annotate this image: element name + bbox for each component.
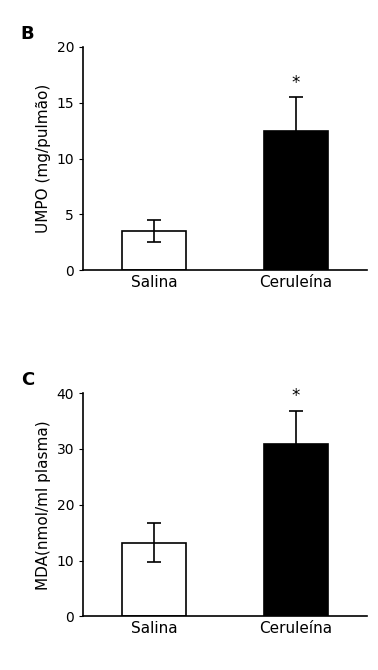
Text: *: * — [291, 387, 300, 405]
Text: C: C — [21, 371, 34, 389]
Text: B: B — [21, 25, 34, 43]
Bar — [122, 231, 186, 270]
Text: *: * — [291, 74, 300, 92]
Y-axis label: UMPO (mg/pulmão): UMPO (mg/pulmão) — [36, 84, 51, 233]
Bar — [264, 131, 328, 270]
Y-axis label: MDA(nmol/ml plasma): MDA(nmol/ml plasma) — [36, 420, 51, 590]
Bar — [122, 543, 186, 616]
Bar — [264, 444, 328, 616]
